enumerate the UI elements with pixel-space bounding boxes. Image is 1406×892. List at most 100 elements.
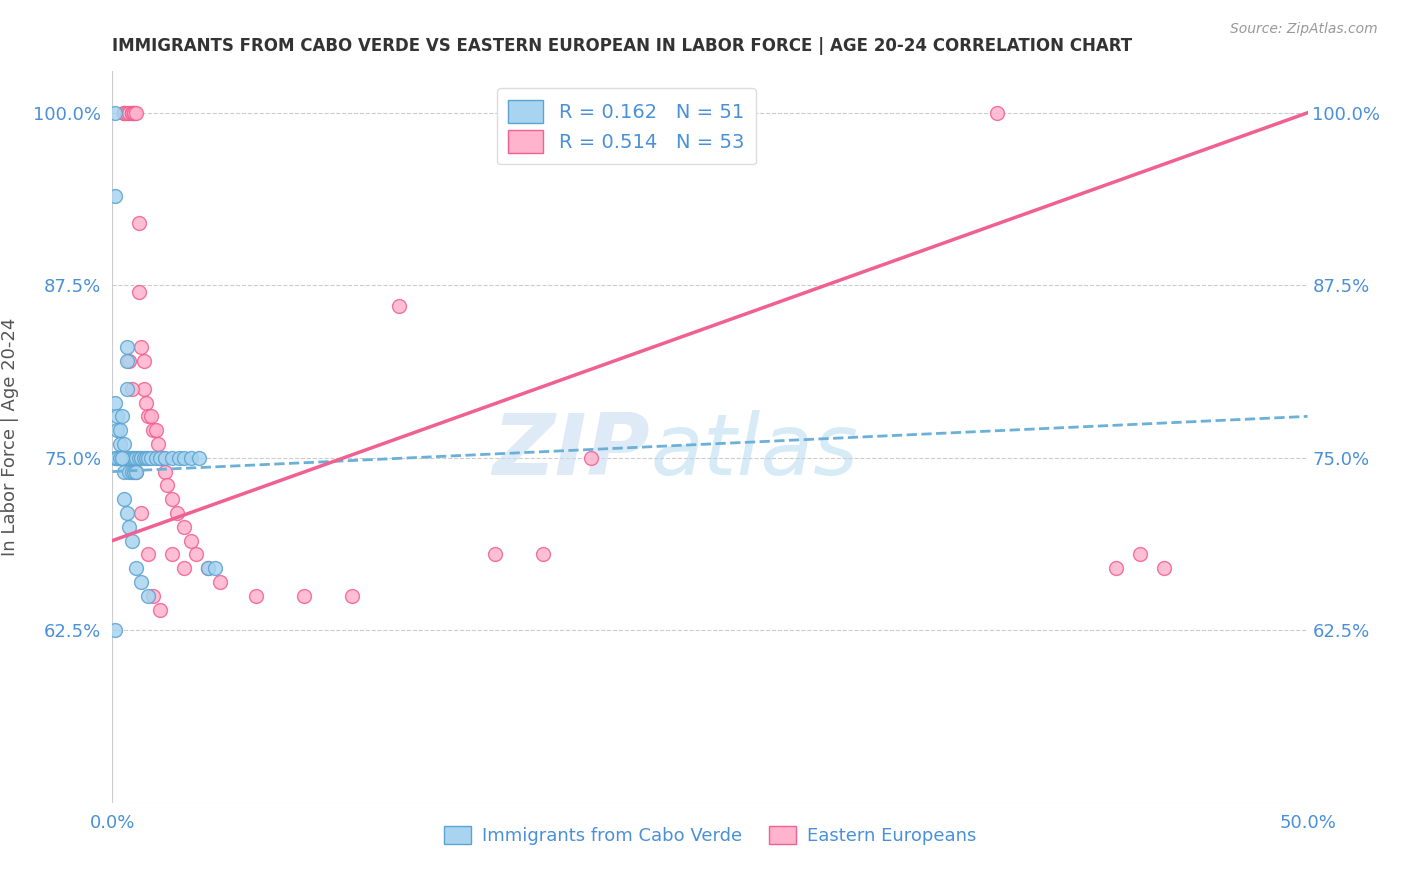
Point (111, 409, 134, 424)
Text: ZIP: ZIP (492, 410, 651, 493)
Point (105, 450, 128, 465)
Point (121, 533, 143, 548)
Point (292, 589, 315, 603)
Point (149, 450, 172, 465)
Point (128, 285, 150, 300)
Point (132, 450, 155, 465)
Point (104, 450, 127, 465)
Point (122, 450, 145, 465)
Point (132, 382, 155, 396)
Point (187, 450, 209, 465)
Point (115, 382, 138, 396)
Point (115, 354, 138, 368)
Point (162, 492, 183, 507)
Point (114, 437, 135, 451)
Point (152, 450, 174, 465)
Point (118, 465, 141, 479)
Point (129, 506, 152, 520)
Point (114, 105, 135, 120)
Point (145, 450, 167, 465)
Point (180, 450, 202, 465)
Point (132, 354, 155, 368)
Point (579, 450, 602, 465)
Point (108, 437, 131, 451)
Point (146, 437, 169, 451)
Point (138, 589, 160, 603)
Point (149, 450, 172, 465)
Point (114, 492, 135, 507)
Point (484, 548, 506, 562)
Point (105, 423, 128, 437)
Point (125, 450, 148, 465)
Point (153, 450, 176, 465)
Point (153, 465, 176, 479)
Point (122, 105, 145, 120)
Point (104, 188, 127, 202)
Point (1129, 548, 1152, 562)
Point (105, 409, 128, 424)
Point (149, 602, 172, 616)
Point (1105, 561, 1128, 575)
Point (125, 105, 148, 120)
Point (138, 450, 160, 465)
Text: IMMIGRANTS FROM CABO VERDE VS EASTERN EUROPEAN IN LABOR FORCE | AGE 20-24 CORREL: IMMIGRANTS FROM CABO VERDE VS EASTERN EU… (112, 37, 1133, 54)
Point (186, 548, 208, 562)
Text: atlas: atlas (651, 410, 858, 493)
Point (114, 105, 135, 120)
Point (128, 216, 150, 230)
Point (108, 423, 131, 437)
Point (135, 395, 157, 409)
Point (197, 561, 219, 575)
Legend: R = 0.162   N = 51, R = 0.514   N = 53: R = 0.162 N = 51, R = 0.514 N = 53 (496, 88, 756, 164)
Point (388, 299, 411, 313)
Point (122, 465, 145, 479)
Point (125, 465, 148, 479)
Point (115, 506, 138, 520)
Point (114, 450, 135, 465)
Point (128, 450, 150, 465)
Point (129, 340, 152, 354)
Point (118, 354, 141, 368)
Point (142, 589, 165, 603)
Point (114, 105, 135, 120)
Point (340, 589, 363, 603)
Point (122, 105, 145, 120)
Point (121, 105, 143, 120)
Point (197, 561, 219, 575)
Point (121, 382, 143, 396)
Point (104, 395, 127, 409)
Point (115, 105, 138, 120)
Text: Source: ZipAtlas.com: Source: ZipAtlas.com (1230, 22, 1378, 37)
Point (104, 624, 127, 638)
Point (138, 409, 160, 424)
Point (105, 450, 128, 465)
Point (104, 105, 127, 120)
Point (156, 478, 179, 492)
Point (169, 450, 191, 465)
Point (986, 105, 1008, 120)
Point (125, 561, 148, 575)
Point (118, 450, 141, 465)
Point (204, 561, 226, 575)
Point (162, 450, 183, 465)
Point (129, 450, 152, 465)
Point (166, 506, 188, 520)
Point (129, 574, 152, 589)
Point (139, 450, 162, 465)
Point (209, 574, 232, 589)
Point (162, 548, 183, 562)
Point (118, 520, 141, 534)
Point (142, 423, 165, 437)
Point (1153, 561, 1175, 575)
Point (121, 105, 143, 120)
Point (121, 450, 143, 465)
Point (245, 589, 267, 603)
Point (118, 105, 141, 120)
Point (139, 409, 162, 424)
Point (108, 450, 131, 465)
Y-axis label: In Labor Force | Age 20-24: In Labor Force | Age 20-24 (1, 318, 20, 557)
Point (114, 465, 135, 479)
Point (111, 450, 134, 465)
Point (121, 465, 143, 479)
Point (125, 465, 148, 479)
